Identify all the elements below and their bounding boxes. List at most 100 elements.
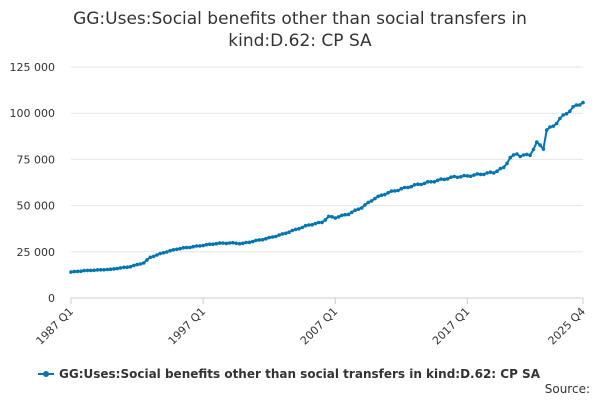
data-point <box>468 174 473 179</box>
data-point <box>237 241 242 246</box>
data-point <box>92 268 96 273</box>
data-point <box>303 223 308 228</box>
data-point <box>204 242 209 247</box>
chart-title-line1: GG:Uses:Social benefits other than socia… <box>73 9 527 29</box>
data-point <box>425 180 430 184</box>
data-point <box>369 199 374 203</box>
data-point <box>531 147 536 152</box>
data-point <box>340 213 344 218</box>
data-point <box>161 251 166 255</box>
data-point <box>485 171 490 175</box>
data-point <box>581 100 585 105</box>
data-point <box>257 238 262 242</box>
data-point <box>442 177 447 182</box>
data-point <box>544 128 549 132</box>
x-tick-label: 1987 Q1 <box>34 305 77 348</box>
data-point <box>310 223 314 227</box>
data-point <box>429 180 433 184</box>
data-point <box>518 154 522 159</box>
data-point <box>201 243 205 248</box>
data-point <box>300 225 305 230</box>
data-point <box>72 269 77 274</box>
data-point <box>323 218 328 222</box>
data-point <box>247 240 252 245</box>
data-point <box>435 178 440 183</box>
data-point <box>538 143 542 147</box>
data-point <box>85 268 90 273</box>
data-point <box>241 241 245 246</box>
data-point <box>254 238 258 243</box>
data-point <box>402 185 407 190</box>
data-point <box>69 270 73 274</box>
data-point <box>564 112 569 116</box>
data-point <box>75 269 80 274</box>
data-point <box>283 231 288 236</box>
y-tick-label: 125 000 <box>10 61 56 74</box>
data-point <box>184 245 189 250</box>
data-point <box>498 166 503 171</box>
data-point <box>148 255 153 260</box>
data-point <box>158 251 162 256</box>
data-point <box>79 269 83 274</box>
data-point <box>217 241 222 245</box>
data-point <box>412 183 417 187</box>
data-point <box>574 103 579 107</box>
data-point <box>363 203 367 207</box>
data-point <box>445 177 450 181</box>
data-point <box>459 175 463 179</box>
data-point <box>515 152 519 156</box>
data-point <box>571 105 575 109</box>
data-point <box>492 171 496 175</box>
data-point <box>102 268 106 272</box>
data-point <box>336 215 341 219</box>
x-tick-label: 2007 Q1 <box>298 305 341 348</box>
data-point <box>528 153 532 158</box>
y-tick-label: 0 <box>48 292 55 305</box>
data-point <box>244 240 248 245</box>
data-point <box>135 262 139 267</box>
data-point <box>478 172 483 177</box>
data-point <box>125 265 129 270</box>
data-point <box>389 189 394 193</box>
data-point <box>171 248 176 252</box>
data-point <box>350 210 354 215</box>
x-tick-label: 2025 Q4 <box>546 305 589 348</box>
data-point <box>264 236 268 241</box>
data-point <box>561 113 565 117</box>
data-point <box>260 237 265 242</box>
data-point <box>462 173 466 178</box>
data-point <box>181 246 186 250</box>
data-point <box>333 216 338 220</box>
data-point <box>178 246 182 251</box>
data-point <box>568 109 572 114</box>
data-point <box>353 208 357 212</box>
data-point <box>511 153 516 157</box>
data-point <box>316 220 321 225</box>
data-point <box>115 266 119 271</box>
x-tick-label: 1997 Q1 <box>166 305 209 348</box>
legend[interactable]: GG:Uses:Social benefits other than socia… <box>38 364 540 384</box>
data-point <box>231 240 235 245</box>
data-point <box>194 244 199 248</box>
data-point <box>439 177 443 181</box>
data-point <box>250 239 255 244</box>
data-point <box>234 241 238 246</box>
data-point <box>293 227 298 232</box>
data-point <box>488 170 493 174</box>
data-point <box>366 200 371 205</box>
data-point <box>551 124 556 128</box>
data-point <box>287 230 291 234</box>
data-point <box>82 268 86 273</box>
chart-title-line2: kind:D.62: CP SA <box>228 31 372 51</box>
data-point <box>122 265 126 270</box>
data-point <box>472 173 476 177</box>
data-point <box>343 212 348 217</box>
data-point <box>141 261 146 265</box>
data-point <box>270 235 275 239</box>
data-point <box>359 206 364 210</box>
data-point <box>376 194 381 199</box>
y-tick-label: 25 000 <box>17 246 56 259</box>
data-point <box>452 174 457 179</box>
data-point <box>346 212 351 217</box>
data-point <box>112 267 116 271</box>
